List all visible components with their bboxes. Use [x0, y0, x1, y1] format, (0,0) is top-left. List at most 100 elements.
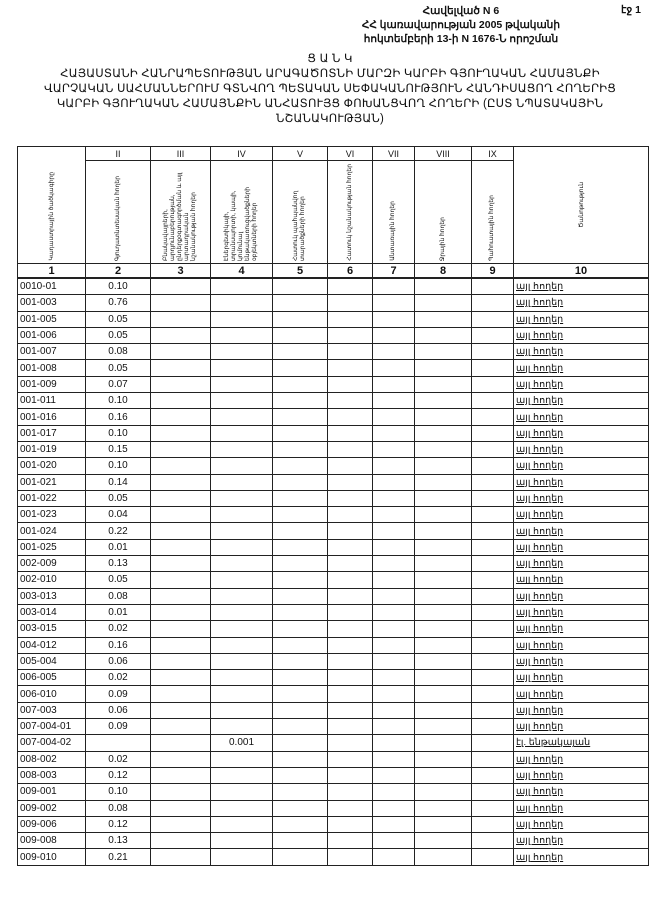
empty-cell: [272, 277, 328, 296]
empty-cell: [471, 555, 514, 573]
empty-cell: [272, 506, 328, 524]
energy-area: [210, 815, 273, 834]
energy-area: 0.001: [210, 734, 273, 752]
empty-cell: [272, 424, 328, 442]
empty-cell: [414, 799, 472, 817]
column-number: 8: [414, 263, 472, 279]
agricultural-area: 0.10: [85, 783, 151, 801]
roman-numeral: IV: [210, 146, 273, 161]
empty-cell: [272, 375, 328, 394]
empty-cell: [272, 457, 328, 475]
energy-area: [210, 408, 273, 426]
energy-area: [210, 440, 273, 459]
settlement-area: [150, 701, 211, 720]
appendix-line-2: ՀՀ կառավարության 2005 թվականի: [361, 19, 560, 31]
empty-cell: [414, 375, 472, 394]
empty-cell: [471, 652, 514, 671]
cadastral-code: 001-022: [17, 489, 86, 508]
settlement-area: [150, 538, 211, 557]
header-text: Ծանոթություն: [578, 182, 585, 228]
agricultural-area: 0.10: [85, 392, 151, 410]
agricultural-area: 0.14: [85, 473, 151, 491]
empty-cell: [372, 294, 415, 312]
note: այլ հողեր: [513, 326, 649, 345]
table-row: 002-010 0.05 այլ հողեր: [17, 571, 649, 589]
empty-cell: [372, 636, 415, 654]
column-number: 10: [513, 263, 649, 279]
energy-area: [210, 685, 273, 703]
note: այլ հողեր: [513, 832, 649, 850]
column-header-text: Ջրային հողեր: [439, 216, 446, 261]
cadastral-code: 006-005: [17, 669, 86, 687]
column-number: 1: [17, 263, 86, 279]
title-text: ՀԱՅԱՍՏԱՆԻ ՀԱՆՐԱՊԵՏՈՒԹՅԱՆ ԱՐԱԳԱԾՈՏՆԻ ՄԱՐԶ…: [43, 68, 617, 125]
empty-cell: [327, 489, 373, 508]
land-table: Կադաստրային ծածկագիրը II III IV V VI VII VIII IX…: [17, 146, 649, 866]
cadastral-code: 002-009: [17, 555, 86, 573]
empty-cell: [372, 718, 415, 736]
table-row: 001-007 0.08 այլ հողեր: [17, 343, 649, 361]
note: էլ. ենթակայան: [513, 734, 649, 752]
cadastral-code: 006-010: [17, 685, 86, 703]
empty-cell: [414, 343, 472, 361]
energy-area: [210, 799, 273, 817]
settlement-area: [150, 424, 211, 442]
energy-area: [210, 457, 273, 475]
empty-cell: [327, 506, 373, 524]
empty-cell: [327, 587, 373, 605]
empty-cell: [372, 408, 415, 426]
empty-cell: [471, 424, 514, 442]
empty-cell: [471, 310, 514, 328]
energy-area: [210, 294, 273, 312]
note: այլ հողեր: [513, 294, 649, 312]
note: այլ հողեր: [513, 375, 649, 394]
table-row: 001-022 0.05 այլ հողեր: [17, 489, 649, 508]
empty-cell: [471, 408, 514, 426]
energy-area: [210, 766, 273, 785]
settlement-area: [150, 799, 211, 817]
cadastral-code: 007-003: [17, 701, 86, 720]
table-row: 007-003 0.06 այլ հողեր: [17, 701, 649, 720]
empty-cell: [471, 473, 514, 491]
empty-cell: [372, 424, 415, 442]
cadastral-code: 001-005: [17, 310, 86, 328]
table-row: 001-019 0.15 այլ հողեր: [17, 440, 649, 459]
note: այլ հողեր: [513, 440, 649, 459]
column-header: Բնակավայրերի, արդյունաբերության, ընդերքօ…: [150, 160, 211, 264]
column-number: 9: [471, 263, 514, 279]
settlement-area: [150, 620, 211, 638]
empty-cell: [471, 832, 514, 850]
empty-cell: [414, 326, 472, 345]
cadastral-code: 001-003: [17, 294, 86, 312]
empty-cell: [327, 799, 373, 817]
table-row: 001-024 0.22 այլ հողեր: [17, 522, 649, 540]
cadastral-code: 001-008: [17, 359, 86, 377]
note: այլ հողեր: [513, 522, 649, 540]
empty-cell: [272, 294, 328, 312]
agricultural-area: 0.08: [85, 587, 151, 605]
column-header-text: Բնակավայրերի, արդյունաբերության, ընդերքօ…: [163, 172, 197, 261]
agricultural-area: 0.05: [85, 359, 151, 377]
table-row: 009-008 0.13 այլ հողեր: [17, 832, 649, 850]
empty-cell: [414, 408, 472, 426]
empty-cell: [471, 669, 514, 687]
note: այլ հողեր: [513, 310, 649, 328]
energy-area: [210, 832, 273, 850]
settlement-area: [150, 815, 211, 834]
table-row: 009-010 0.21 այլ հողեր: [17, 848, 649, 866]
note: այլ հողեր: [513, 848, 649, 866]
empty-cell: [471, 457, 514, 475]
cadastral-code: 001-023: [17, 506, 86, 524]
table-row: 009-006 0.12 այլ հողեր: [17, 815, 649, 834]
empty-cell: [372, 815, 415, 834]
cadastral-code: 009-002: [17, 799, 86, 817]
settlement-area: [150, 848, 211, 866]
empty-cell: [471, 701, 514, 720]
table-row: 006-010 0.09 այլ հողեր: [17, 685, 649, 703]
empty-cell: [327, 815, 373, 834]
energy-area: [210, 375, 273, 394]
settlement-area: [150, 457, 211, 475]
empty-cell: [272, 359, 328, 377]
table-row: 001-008 0.05 այլ հողեր: [17, 359, 649, 377]
note: այլ հողեր: [513, 538, 649, 557]
